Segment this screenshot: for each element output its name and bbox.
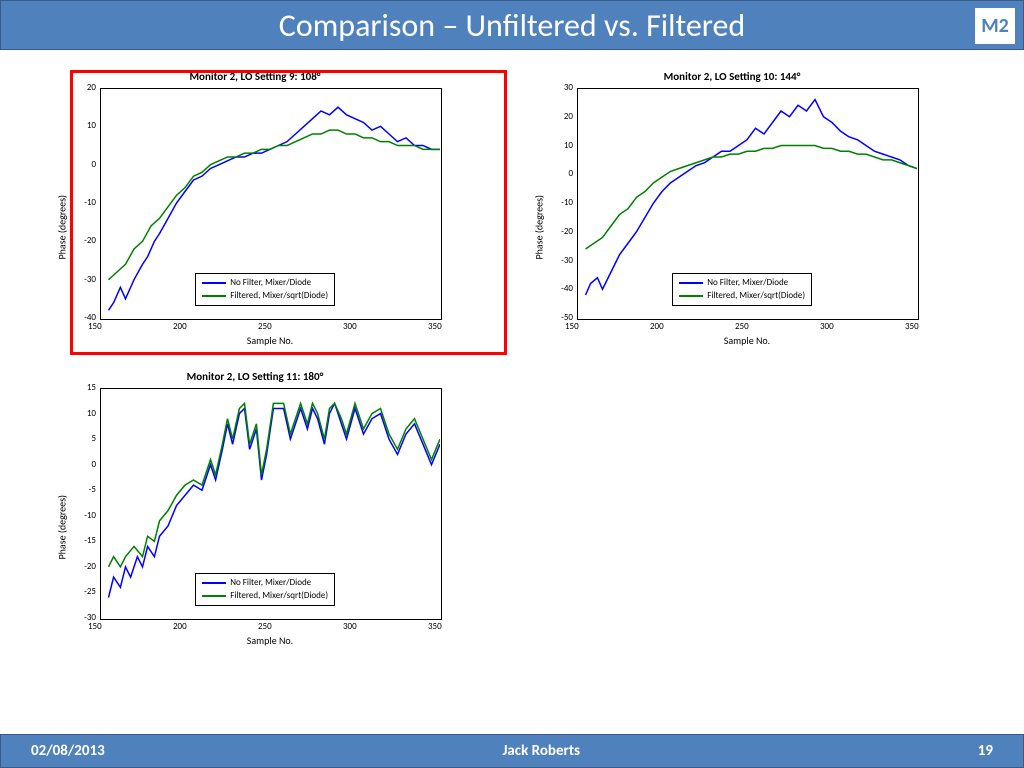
slide-header: Comparison – Unfiltered vs. Filtered [0, 0, 1024, 50]
y-axis-label: Phase (degrees) [533, 160, 546, 260]
series-line [109, 403, 441, 597]
series-line [109, 130, 441, 280]
chart-panel: Monitor 2, LO Setting 10: 144°-50-40-30-… [517, 70, 984, 360]
chart-panel: Monitor 2, LO Setting 11: 180°-30-25-20-… [40, 370, 507, 660]
charts-grid: Monitor 2, LO Setting 9: 108°-40-30-20-1… [0, 50, 1024, 680]
legend: No Filter, Mixer/DiodeFiltered, Mixer/sq… [672, 273, 812, 306]
x-axis-label: Sample No. [100, 634, 440, 647]
monitor-badge: M2 [972, 5, 1018, 47]
x-axis-label: Sample No. [577, 334, 917, 347]
footer-author: Jack Roberts [502, 742, 580, 760]
slide-footer: 02/08/2013 Jack Roberts 19 [0, 734, 1024, 768]
x-axis-label: Sample No. [100, 334, 440, 347]
slide-title: Comparison – Unfiltered vs. Filtered [279, 6, 745, 45]
legend: No Filter, Mixer/DiodeFiltered, Mixer/sq… [195, 573, 335, 606]
footer-page: 19 [978, 742, 993, 760]
footer-date: 02/08/2013 [31, 742, 105, 760]
legend: No Filter, Mixer/DiodeFiltered, Mixer/sq… [195, 273, 335, 306]
chart-title: Monitor 2, LO Setting 11: 180° [40, 370, 470, 383]
y-axis-label: Phase (degrees) [56, 460, 69, 560]
y-axis-label: Phase (degrees) [56, 160, 69, 260]
chart-title: Monitor 2, LO Setting 10: 144° [517, 70, 947, 83]
chart-title: Monitor 2, LO Setting 9: 108° [40, 70, 470, 83]
chart-panel: Monitor 2, LO Setting 9: 108°-40-30-20-1… [40, 70, 507, 360]
series-line [586, 100, 918, 296]
